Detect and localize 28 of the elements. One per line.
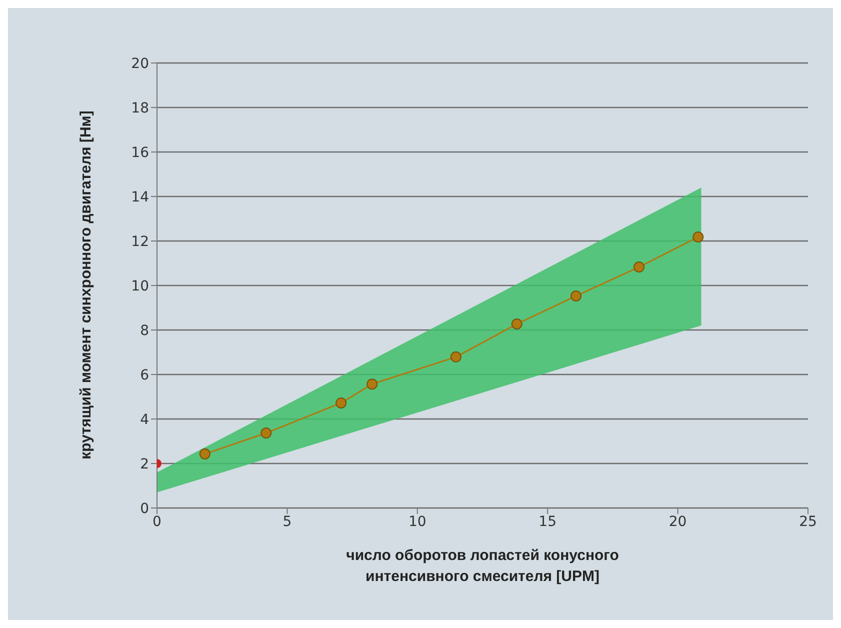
x-axis-title: число оборотов лопастей конусного интенсивного смесителя [UPM] (345, 546, 620, 587)
point (199, 448, 210, 460)
point (692, 231, 704, 242)
point (450, 351, 462, 362)
y-tick-label: 4 (140, 412, 150, 428)
point (366, 378, 378, 390)
y-tick-label: 12 (131, 234, 149, 250)
x-tick-label: 0 (152, 514, 162, 530)
point (634, 262, 644, 273)
y-axis-title: крутящий момент синхронного двигателя [Нм] (78, 110, 94, 460)
x-tick-label: 15 (538, 514, 557, 530)
y-tick-label: 6 (140, 367, 150, 384)
x-tick-label: 5 (282, 514, 292, 530)
y-tick-label: 8 (140, 322, 149, 339)
y-tick-label: 0 (140, 500, 149, 517)
y-tick-label: 18 (131, 100, 149, 116)
y-tick-label: 14 (131, 189, 150, 206)
x-tick-label: 25 (799, 514, 817, 530)
point (511, 318, 522, 330)
x-tick-label: 10 (408, 514, 426, 530)
y-tick-label: 10 (131, 278, 149, 294)
y-tick-label: 20 (131, 56, 149, 72)
point (336, 397, 347, 408)
y-tick-label: 16 (131, 144, 150, 161)
x-tick-label: 20 (668, 514, 687, 530)
point (570, 290, 582, 302)
y-tick-label: 2 (140, 456, 149, 472)
point (260, 428, 272, 439)
